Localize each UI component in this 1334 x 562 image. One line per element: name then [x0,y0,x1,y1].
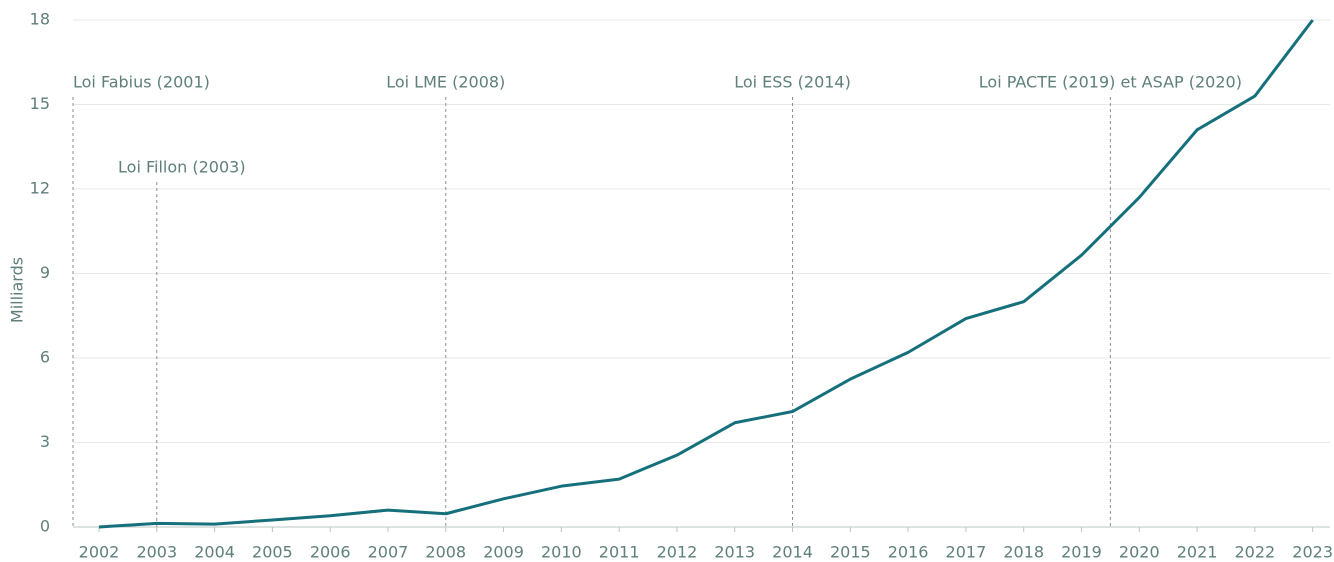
x-tick-label: 2012 [657,543,698,562]
x-tick-label: 2011 [599,543,640,562]
x-tick-label: 2006 [310,543,351,562]
y-tick-label: 12 [30,179,50,198]
annotation-label: Loi PACTE (2019) et ASAP (2020) [979,73,1242,92]
x-tick-label: 2004 [194,543,235,562]
x-tick-label: 2003 [136,543,177,562]
annotation-label: Loi Fillon (2003) [118,158,246,177]
x-tick-label: 2019 [1061,543,1102,562]
y-tick-label: 6 [40,348,50,367]
y-tick-label: 0 [40,517,50,536]
x-tick-label: 2023 [1292,543,1333,562]
x-tick-label: 2016 [888,543,929,562]
x-tick-label: 2013 [714,543,755,562]
x-tick-label: 2015 [830,543,871,562]
x-tick-label: 2018 [1003,543,1044,562]
y-tick-label: 3 [40,432,50,451]
y-tick-label: 18 [30,10,50,29]
x-tick-label: 2010 [541,543,582,562]
x-tick-label: 2005 [252,543,293,562]
x-tick-label: 2009 [483,543,524,562]
x-tick-label: 2022 [1235,543,1276,562]
x-tick-label: 2008 [425,543,466,562]
y-axis-label: Milliards [8,257,27,323]
y-tick-label: 15 [30,94,50,113]
annotation-label: Loi Fabius (2001) [73,73,210,92]
x-tick-label: 2020 [1119,543,1160,562]
x-tick-label: 2017 [946,543,987,562]
annotation-label: Loi LME (2008) [386,73,505,92]
data-line [98,19,1314,529]
x-tick-label: 2014 [772,543,813,562]
x-tick-label: 2002 [79,543,120,562]
y-tick-label: 9 [40,263,50,282]
x-tick-label: 2007 [368,543,409,562]
annotation-label: Loi ESS (2014) [734,73,851,92]
x-tick-label: 2021 [1177,543,1218,562]
